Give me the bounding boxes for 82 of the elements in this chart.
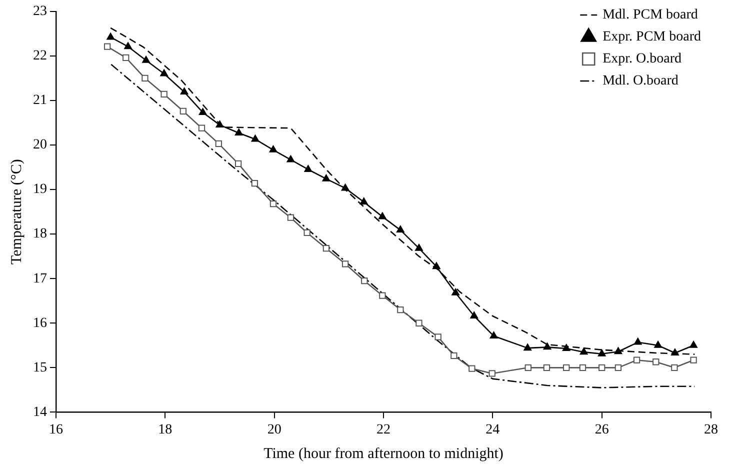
point	[269, 145, 278, 152]
point	[654, 340, 662, 348]
point	[468, 365, 476, 372]
x-tick-label: 28	[704, 422, 718, 438]
point	[142, 74, 148, 82]
point	[470, 312, 478, 319]
x-tick-label: 20	[267, 422, 282, 438]
point	[106, 32, 115, 40]
point	[160, 69, 168, 76]
point	[304, 229, 310, 236]
point	[360, 198, 368, 205]
point	[180, 108, 187, 114]
point	[104, 43, 111, 50]
point	[322, 244, 330, 252]
point	[379, 292, 386, 299]
point	[215, 140, 222, 147]
point	[598, 349, 606, 356]
point	[614, 364, 622, 371]
y-tick-label: 14	[33, 404, 47, 420]
point	[286, 155, 295, 162]
point	[198, 108, 207, 115]
x-tick-label: 18	[158, 422, 172, 438]
y-tick-label: 22	[33, 48, 47, 64]
point	[543, 364, 550, 371]
point	[415, 244, 423, 251]
y-tick-label: 16	[33, 316, 47, 331]
point	[270, 200, 277, 208]
point	[563, 364, 570, 371]
point	[671, 364, 678, 371]
point	[198, 124, 206, 132]
point	[524, 344, 532, 351]
point	[378, 212, 386, 220]
point	[690, 340, 698, 348]
point	[251, 180, 258, 187]
legend-label: Expr. PCM board	[602, 30, 701, 45]
point	[434, 334, 442, 340]
point	[416, 320, 422, 326]
y-axis-title: Temperature (°C)	[8, 159, 25, 264]
point	[450, 352, 458, 359]
point	[180, 88, 188, 95]
y-tick-label: 21	[33, 93, 47, 108]
y-tick-label: 23	[33, 4, 47, 20]
point	[304, 164, 312, 172]
point	[160, 90, 168, 98]
x-tick-label: 16	[49, 422, 63, 438]
x-axis-title: Time (hour from afternoon to midnight)	[264, 446, 504, 462]
point	[579, 364, 586, 371]
point	[634, 338, 642, 345]
point	[580, 348, 588, 355]
x-tick-label: 26	[594, 422, 609, 438]
point	[322, 174, 330, 182]
point	[124, 42, 132, 50]
point	[488, 370, 496, 377]
point	[396, 226, 404, 233]
point	[633, 356, 640, 364]
point	[234, 128, 243, 136]
y-tick-label: 15	[33, 360, 47, 376]
point	[234, 160, 242, 168]
point	[598, 364, 606, 371]
legend-label: Mdl. PCM board	[602, 8, 698, 23]
point	[142, 56, 150, 63]
point	[397, 306, 404, 314]
point	[251, 134, 260, 142]
point	[524, 364, 532, 371]
x-tick-label: 22	[376, 422, 390, 438]
y-tick-label: 18	[33, 226, 47, 242]
legend-label: Expr. O.board	[602, 52, 682, 67]
point	[342, 260, 349, 268]
y-tick-label: 17	[33, 271, 47, 286]
point	[490, 332, 498, 339]
legend-label: Mdl. O.board	[602, 74, 678, 89]
y-tick-label: 20	[33, 138, 47, 153]
point	[361, 278, 368, 284]
point	[122, 54, 130, 62]
point	[690, 356, 697, 364]
point	[543, 342, 552, 350]
point	[652, 358, 660, 366]
point	[287, 214, 294, 221]
point	[562, 344, 570, 352]
x-tick-label: 24	[486, 422, 500, 438]
y-tick-label: 19	[33, 182, 47, 198]
point	[452, 288, 460, 296]
